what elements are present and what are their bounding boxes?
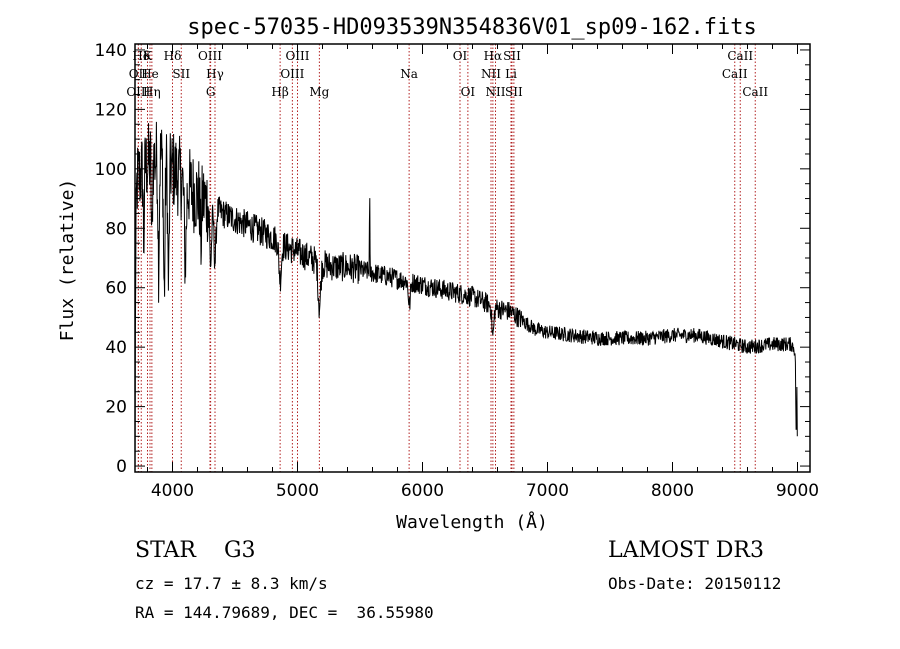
redshift-label: cz = 17.7 ± 8.3 km/s xyxy=(135,574,328,593)
y-axis: 0 20 40 60 80 100 120 140 xyxy=(95,41,810,477)
line-label: OIII xyxy=(280,67,304,81)
line-label: Hγ xyxy=(206,67,224,81)
line-label: Na xyxy=(400,67,418,81)
y-tick-label: 40 xyxy=(105,338,127,358)
y-tick-label: 20 xyxy=(105,398,127,418)
x-tick-label: 9000 xyxy=(776,481,819,501)
plot-frame xyxy=(134,43,811,473)
line-label: NII xyxy=(486,85,506,99)
coordinates-label: RA = 144.79689, DEC = 36.55980 xyxy=(135,603,434,622)
line-label: OIII xyxy=(126,85,150,99)
line-label: Hη xyxy=(143,85,161,99)
x-axis: 4000 5000 6000 7000 8000 9000 xyxy=(147,44,819,501)
line-label: SII xyxy=(505,85,523,99)
x-tick-label: 4000 xyxy=(151,481,194,501)
line-label: CaII xyxy=(727,49,753,63)
survey-label: LAMOST DR3 xyxy=(608,538,764,563)
spectrum-line xyxy=(134,121,798,467)
class-label: STAR xyxy=(135,538,196,563)
spectrum-chart: spec-57035-HD093539N354836V01_sp09-162.f… xyxy=(57,15,819,533)
y-tick-label: 0 xyxy=(116,457,127,477)
line-label: OI xyxy=(461,85,476,99)
line-label: NII xyxy=(481,67,501,81)
line-label: Hδ xyxy=(132,49,150,63)
spectrum-series xyxy=(134,121,798,467)
line-label: G xyxy=(206,85,216,99)
y-tick-label: 80 xyxy=(105,219,127,239)
x-tick-label: 7000 xyxy=(526,481,569,501)
x-tick-label: 8000 xyxy=(651,481,694,501)
line-label: Hδ xyxy=(164,49,182,63)
chart-title: spec-57035-HD093539N354836V01_sp09-162.f… xyxy=(187,15,757,40)
line-label: K xyxy=(143,49,153,63)
object-class: STAR G3 xyxy=(135,538,256,563)
y-tick-label: 100 xyxy=(95,160,127,180)
x-axis-label: Wavelength (Å) xyxy=(396,511,548,533)
line-label: OIII xyxy=(285,49,309,63)
line-label: CaII xyxy=(742,85,768,99)
x-tick-label: 5000 xyxy=(276,481,319,501)
emission-line-markers xyxy=(137,44,756,472)
line-label: Mg xyxy=(309,85,329,99)
obs-date-label: Obs-Date: 20150112 xyxy=(608,574,782,593)
line-label: He xyxy=(141,67,159,81)
line-label: Hβ xyxy=(271,85,288,99)
line-label: OI xyxy=(453,49,468,63)
y-tick-label: 140 xyxy=(95,41,127,61)
line-label: Li xyxy=(505,67,517,81)
y-tick-label: 120 xyxy=(95,100,127,120)
y-tick-label: 60 xyxy=(105,279,127,299)
x-tick-label: 6000 xyxy=(401,481,444,501)
subclass-label: G3 xyxy=(223,538,256,563)
line-label: CaII xyxy=(722,67,748,81)
line-label: OII xyxy=(129,67,149,81)
line-label: OIII xyxy=(198,49,222,63)
line-label: SII xyxy=(172,67,190,81)
line-label: SII xyxy=(503,49,521,63)
y-axis-label: Flux (relative) xyxy=(57,179,78,342)
line-label: Hα xyxy=(484,49,503,63)
